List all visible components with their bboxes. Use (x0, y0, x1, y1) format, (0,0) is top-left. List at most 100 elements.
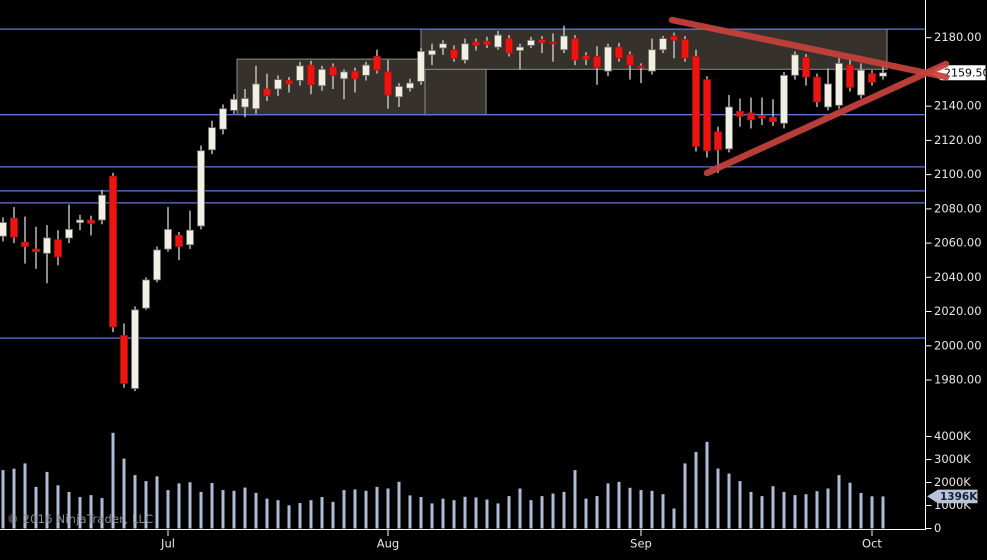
volume-bar[interactable] (276, 500, 280, 529)
volume-bar[interactable] (463, 496, 467, 529)
volume-bar[interactable] (551, 493, 555, 529)
candle-body-up[interactable] (560, 35, 568, 51)
candle-body-up[interactable] (43, 237, 51, 254)
candle-body-up[interactable] (98, 194, 106, 221)
candle-body-up[interactable] (659, 38, 667, 51)
volume-bar[interactable] (199, 491, 203, 529)
candle-body-down[interactable] (373, 56, 381, 71)
pennant-upper[interactable] (668, 16, 950, 81)
candle-body-up[interactable] (340, 71, 348, 80)
volume-bar[interactable] (683, 463, 687, 529)
candle-body-down[interactable] (87, 219, 95, 224)
candle-body-down[interactable] (263, 88, 271, 97)
candle-body-up[interactable] (857, 69, 865, 96)
volume-bar[interactable] (133, 475, 137, 529)
candle-body-down[interactable] (868, 73, 876, 83)
candle-body-up[interactable] (241, 98, 249, 108)
volume-bar[interactable] (881, 496, 885, 529)
volume-bar[interactable] (375, 486, 379, 529)
volume-bar[interactable] (89, 495, 93, 529)
volume-bar[interactable] (67, 491, 71, 529)
candle-body-down[interactable] (802, 57, 810, 78)
volume-bar[interactable] (265, 498, 269, 529)
candle-body-up[interactable] (318, 69, 326, 87)
volume-bar[interactable] (397, 481, 401, 529)
candle-body-up[interactable] (230, 98, 238, 111)
volume-bar[interactable] (221, 490, 225, 529)
candle-body-down[interactable] (32, 248, 40, 253)
volume-bar[interactable] (848, 482, 852, 529)
volume-bar[interactable] (34, 486, 38, 529)
candle-body-down[interactable] (549, 41, 557, 45)
candle-body-up[interactable] (296, 65, 304, 81)
candle-body-up[interactable] (494, 34, 502, 48)
volume-bar[interactable] (628, 487, 632, 529)
volume-bar[interactable] (298, 503, 302, 529)
volume-bar[interactable] (749, 491, 753, 529)
candle-body-up[interactable] (186, 229, 194, 246)
volume-bar[interactable] (100, 498, 104, 529)
candle-body-up[interactable] (362, 64, 370, 76)
candle-body-up[interactable] (76, 219, 84, 223)
volume-bar[interactable] (485, 499, 489, 529)
volume-bar[interactable] (364, 490, 368, 529)
candle-body-up[interactable] (208, 127, 216, 151)
volume-bar[interactable] (122, 458, 126, 529)
candle-body-up[interactable] (791, 54, 799, 76)
volume-bar[interactable] (716, 468, 720, 529)
volume-bar[interactable] (452, 500, 456, 529)
support-resistance-lines[interactable] (0, 28, 926, 339)
candle-body-down[interactable] (582, 55, 590, 60)
volume-bar[interactable] (177, 483, 181, 529)
volume-bar[interactable] (782, 491, 786, 529)
volume-bar[interactable] (1, 470, 5, 529)
volume-bar[interactable] (56, 485, 60, 529)
volume-bar[interactable] (650, 490, 654, 529)
candle-body-down[interactable] (329, 66, 337, 76)
volume-bar[interactable] (188, 482, 192, 529)
volume-bar[interactable] (144, 481, 148, 529)
volume-bar[interactable] (804, 494, 808, 529)
candle-body-up[interactable] (439, 43, 447, 49)
volume-bar[interactable] (727, 473, 731, 529)
candle-body-up[interactable] (604, 46, 612, 72)
volume-bar[interactable] (331, 501, 335, 529)
candle-body-down[interactable] (351, 70, 359, 80)
candle-body-down[interactable] (120, 335, 128, 384)
candle-body-down[interactable] (626, 54, 634, 66)
candle-body-up[interactable] (164, 228, 172, 250)
volume-bar[interactable] (353, 489, 357, 529)
volume-bar[interactable] (232, 490, 236, 529)
candle-body-up[interactable] (461, 43, 469, 61)
volume-bar[interactable] (320, 497, 324, 529)
pennant-lower[interactable] (703, 60, 950, 177)
candle-body-up[interactable] (395, 86, 403, 98)
volume-bar[interactable] (826, 488, 830, 529)
pennant-trendlines[interactable] (668, 16, 950, 177)
candle-body-up[interactable] (252, 83, 260, 110)
volume-bar[interactable] (859, 492, 863, 529)
candle-body-down[interactable] (54, 239, 62, 258)
volume-bar[interactable] (705, 441, 709, 529)
axes[interactable]: 2180.00 2140.00 2120.00 2100.00 2080.00 2060.… (0, 0, 982, 551)
volume-bar[interactable] (408, 495, 412, 529)
candle-body-down[interactable] (21, 241, 29, 247)
candle-body-up[interactable] (516, 46, 524, 51)
candle-body-up[interactable] (780, 75, 788, 124)
candle-body-up[interactable] (65, 228, 73, 239)
volume-bar[interactable] (661, 494, 665, 529)
volume-bar[interactable] (430, 503, 434, 529)
volume-bar[interactable] (287, 505, 291, 529)
candle-body-up[interactable] (153, 249, 161, 281)
volume-bar[interactable] (518, 488, 522, 529)
volume-bar[interactable] (573, 470, 577, 529)
candle-body-down[interactable] (483, 40, 491, 45)
candle-body-down[interactable] (307, 64, 315, 86)
volume-bar[interactable] (309, 500, 313, 529)
candle-body-down[interactable] (736, 110, 744, 117)
volume-bar[interactable] (474, 497, 478, 529)
volume-bar[interactable] (496, 503, 500, 529)
volume-bar[interactable] (771, 486, 775, 529)
volume-bar[interactable] (540, 496, 544, 529)
